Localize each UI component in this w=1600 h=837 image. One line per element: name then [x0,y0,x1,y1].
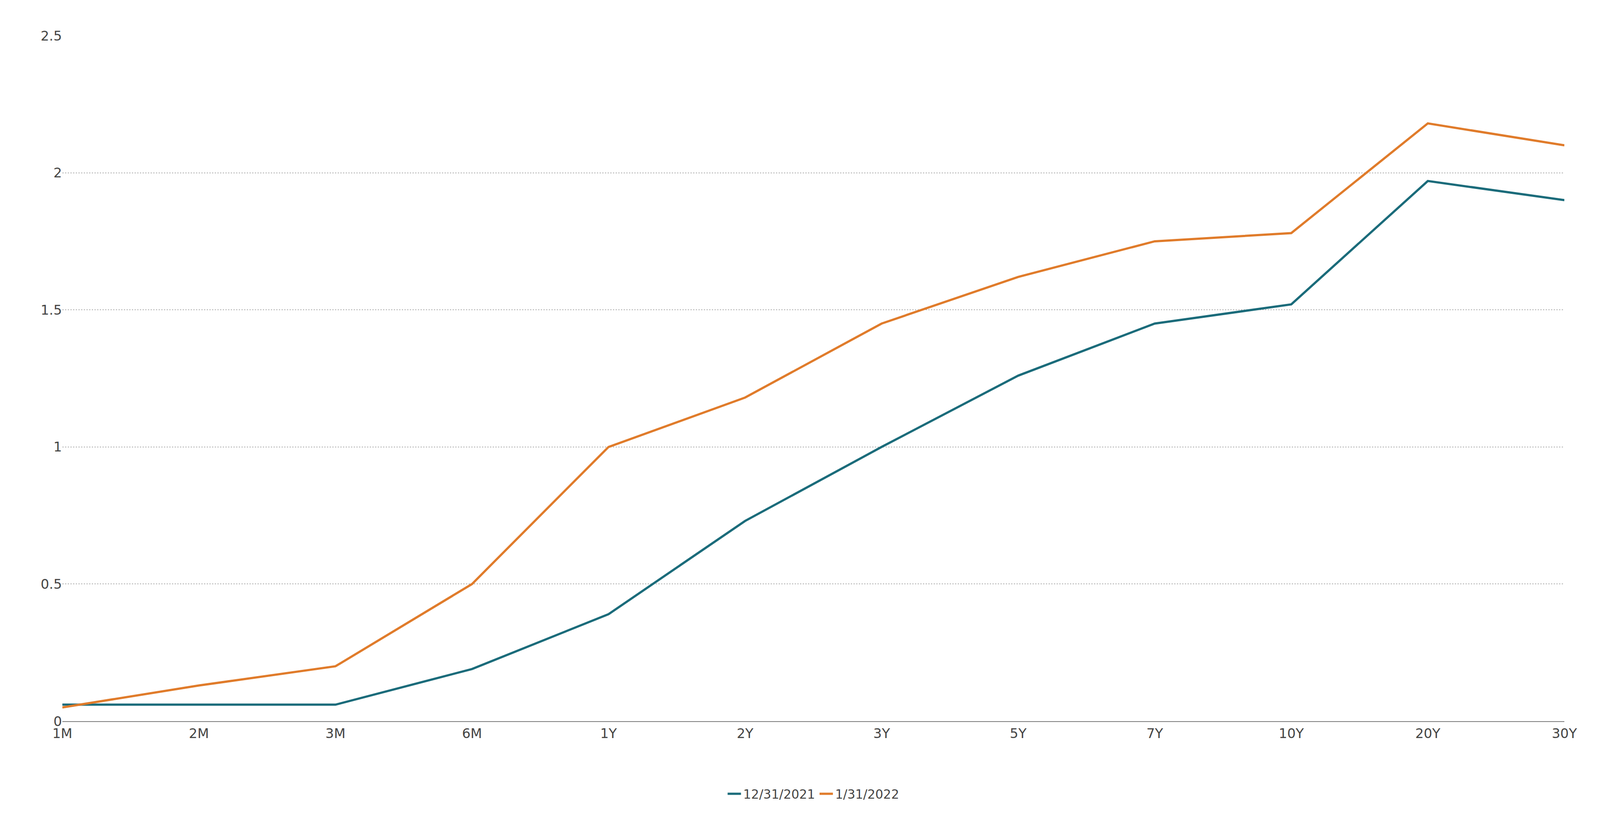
svg-text:2Y: 2Y [736,725,754,741]
svg-text:3Y: 3Y [873,725,891,741]
svg-text:2.5: 2.5 [40,28,62,44]
svg-text:10Y: 10Y [1278,725,1305,741]
svg-text:7Y: 7Y [1146,725,1164,741]
svg-text:2: 2 [53,164,62,181]
svg-text:1.5: 1.5 [40,302,62,318]
svg-text:12/31/2021: 12/31/2021 [743,786,816,802]
svg-text:0: 0 [53,713,62,729]
svg-text:1Y: 1Y [600,725,617,741]
svg-text:1: 1 [53,438,62,455]
svg-text:5Y: 5Y [1009,725,1027,741]
svg-text:20Y: 20Y [1415,725,1441,741]
svg-text:3M: 3M [325,725,346,741]
svg-text:0.5: 0.5 [40,575,62,592]
svg-text:1/31/2022: 1/31/2022 [835,786,900,802]
svg-text:6M: 6M [461,725,482,741]
svg-text:1M: 1M [52,725,73,741]
svg-text:30Y: 30Y [1551,725,1578,741]
svg-text:2M: 2M [188,725,209,741]
